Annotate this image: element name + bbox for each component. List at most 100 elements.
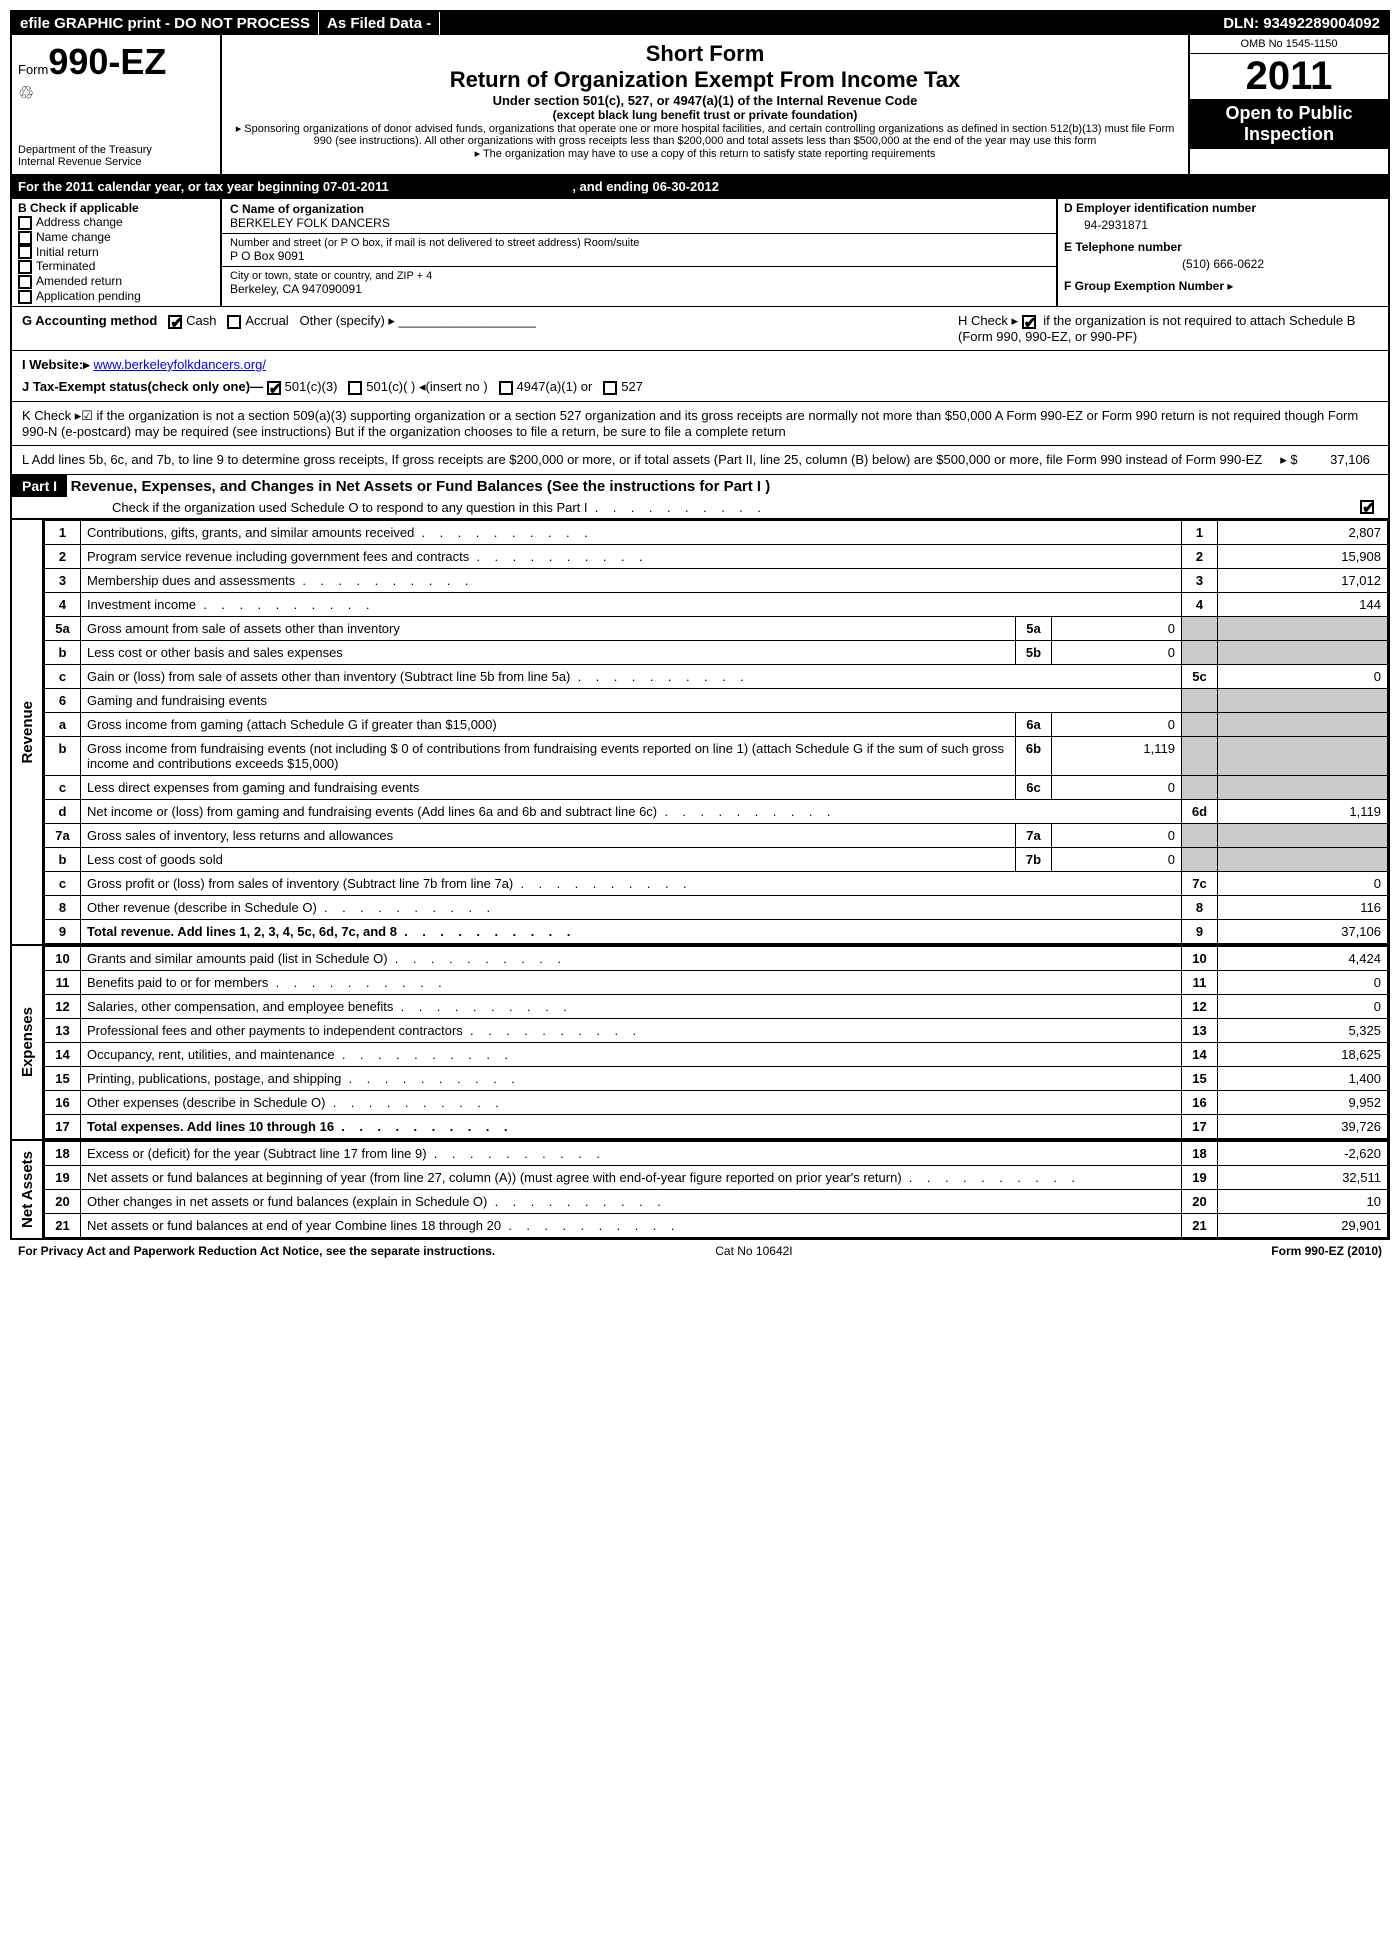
- f-arrow: ▸: [1227, 279, 1233, 293]
- part1-header-row: Part I Revenue, Expenses, and Changes in…: [12, 475, 1388, 520]
- table-row: 3Membership dues and assessments 317,012: [45, 568, 1388, 592]
- checkbox-icon[interactable]: [18, 245, 32, 259]
- footer-right: Form 990-EZ (2010): [1271, 1244, 1382, 1258]
- table-row: 4Investment income 4144: [45, 592, 1388, 616]
- row-g: G Accounting method Cash Accrual Other (…: [12, 307, 1388, 351]
- table-row: bLess cost of goods sold7b0: [45, 847, 1388, 871]
- table-row: 1Contributions, gifts, grants, and simil…: [45, 520, 1388, 544]
- row-a-text2: , and ending 06-30-2012: [572, 179, 719, 194]
- table-row: 16Other expenses (describe in Schedule O…: [45, 1090, 1388, 1114]
- cb-initial: Initial return: [18, 245, 214, 260]
- j-label: J Tax-Exempt status(check only one)—: [22, 379, 263, 394]
- header: Form990-EZ ♲ Department of the Treasury …: [12, 35, 1388, 176]
- col-d: D Employer identification number 94-2931…: [1058, 199, 1388, 306]
- table-row: 8Other revenue (describe in Schedule O) …: [45, 895, 1388, 919]
- website-link[interactable]: www.berkeleyfolkdancers.org/: [93, 357, 266, 372]
- expenses-side-label: Expenses: [19, 1007, 36, 1077]
- table-row: 10Grants and similar amounts paid (list …: [45, 946, 1388, 970]
- revenue-table: 1Contributions, gifts, grants, and simil…: [44, 520, 1388, 944]
- revenue-section: Revenue 1Contributions, gifts, grants, a…: [12, 520, 1388, 944]
- h-label: H Check ▸: [958, 313, 1018, 328]
- part1-badge: Part I: [12, 475, 67, 497]
- checkbox-527-icon[interactable]: [603, 381, 617, 395]
- row-a-text1: For the 2011 calendar year, or tax year …: [18, 179, 389, 194]
- cb-terminated: Terminated: [18, 259, 214, 274]
- dln-label: DLN: 93492289004092: [1215, 12, 1388, 35]
- net-table: 18Excess or (deficit) for the year (Subt…: [44, 1141, 1388, 1238]
- col-c: C Name of organization BERKELEY FOLK DAN…: [222, 199, 1058, 306]
- checkbox-icon[interactable]: [18, 231, 32, 245]
- l-text: L Add lines 5b, 6c, and 7b, to line 9 to…: [22, 452, 1262, 467]
- cb-name: Name change: [18, 230, 214, 245]
- page-footer: For Privacy Act and Paperwork Reduction …: [10, 1240, 1390, 1262]
- g-label: G Accounting method: [22, 313, 157, 328]
- revenue-side-label: Revenue: [19, 701, 36, 764]
- footer-left: For Privacy Act and Paperwork Reduction …: [18, 1244, 495, 1258]
- org-address: P O Box 9091: [230, 249, 1048, 263]
- checkbox-cash-icon[interactable]: [168, 315, 182, 329]
- table-row: 7aGross sales of inventory, less returns…: [45, 823, 1388, 847]
- table-row: 6Gaming and fundraising events: [45, 688, 1388, 712]
- tax-year: 2011: [1190, 54, 1388, 99]
- org-city: Berkeley, CA 947090091: [230, 282, 1048, 296]
- table-row: 19Net assets or fund balances at beginni…: [45, 1165, 1388, 1189]
- table-row: 15Printing, publications, postage, and s…: [45, 1066, 1388, 1090]
- table-row: dNet income or (loss) from gaming and fu…: [45, 799, 1388, 823]
- table-row: 13Professional fees and other payments t…: [45, 1018, 1388, 1042]
- bullet-2: The organization may have to use a copy …: [232, 147, 1178, 160]
- cb-amended: Amended return: [18, 274, 214, 289]
- form-number: 990-EZ: [48, 41, 166, 82]
- irs-label: Internal Revenue Service: [18, 156, 214, 168]
- col-b: B Check if applicable Address change Nam…: [12, 199, 222, 306]
- phone: (510) 666-0622: [1064, 254, 1382, 279]
- table-row: 17Total expenses. Add lines 10 through 1…: [45, 1114, 1388, 1138]
- table-row: cGain or (loss) from sale of assets othe…: [45, 664, 1388, 688]
- checkbox-part1-icon[interactable]: [1360, 500, 1374, 514]
- form-990ez: efile GRAPHIC print - DO NOT PROCESS As …: [10, 10, 1390, 1240]
- table-row: 5aGross amount from sale of assets other…: [45, 616, 1388, 640]
- row-j: J Tax-Exempt status(check only one)— 501…: [12, 373, 1388, 402]
- table-row: 14Occupancy, rent, utilities, and mainte…: [45, 1042, 1388, 1066]
- part1-title: Revenue, Expenses, and Changes in Net As…: [71, 478, 771, 495]
- table-row: bGross income from fundraising events (n…: [45, 736, 1388, 775]
- dept-label: Department of the Treasury: [18, 144, 214, 156]
- e-label: E Telephone number: [1064, 240, 1382, 254]
- table-row: 12Salaries, other compensation, and empl…: [45, 994, 1388, 1018]
- checkbox-icon[interactable]: [18, 216, 32, 230]
- table-row: aGross income from gaming (attach Schedu…: [45, 712, 1388, 736]
- checkbox-501c-icon[interactable]: [348, 381, 362, 395]
- checkbox-icon[interactable]: [18, 275, 32, 289]
- checkbox-icon[interactable]: [18, 260, 32, 274]
- efile-label: efile GRAPHIC print - DO NOT PROCESS: [12, 12, 319, 35]
- header-right: OMB No 1545-1150 2011 Open to Public Ins…: [1188, 35, 1388, 174]
- table-row: 9Total revenue. Add lines 1, 2, 3, 4, 5c…: [45, 919, 1388, 943]
- recycle-icon: ♲: [18, 83, 214, 104]
- asfiled-label: As Filed Data -: [319, 12, 440, 35]
- checkbox-icon[interactable]: [18, 290, 32, 304]
- part1-check-text: Check if the organization used Schedule …: [112, 500, 588, 515]
- org-name: BERKELEY FOLK DANCERS: [230, 216, 1048, 230]
- cb-pending: Application pending: [18, 289, 214, 304]
- h-text: if the organization is not required to a…: [958, 313, 1355, 344]
- table-row: 20Other changes in net assets or fund ba…: [45, 1189, 1388, 1213]
- table-row: cLess direct expenses from gaming and fu…: [45, 775, 1388, 799]
- table-row: bLess cost or other basis and sales expe…: [45, 640, 1388, 664]
- checkbox-h-icon[interactable]: [1022, 315, 1036, 329]
- addr-label: Number and street (or P O box, if mail i…: [230, 237, 1048, 249]
- subtitle-2: (except black lung benefit trust or priv…: [232, 108, 1178, 122]
- expenses-section: Expenses 10Grants and similar amounts pa…: [12, 944, 1388, 1139]
- bullet-1: Sponsoring organizations of donor advise…: [232, 122, 1178, 147]
- header-left: Form990-EZ ♲ Department of the Treasury …: [12, 35, 222, 174]
- subtitle-1: Under section 501(c), 527, or 4947(a)(1)…: [232, 93, 1178, 108]
- checkbox-accrual-icon[interactable]: [227, 315, 241, 329]
- f-label: F Group Exemption Number: [1064, 279, 1224, 293]
- footer-mid: Cat No 10642I: [715, 1244, 792, 1258]
- row-l: L Add lines 5b, 6c, and 7b, to line 9 to…: [12, 446, 1388, 475]
- checkbox-4947-icon[interactable]: [499, 381, 513, 395]
- l-amount: 37,106: [1330, 452, 1370, 467]
- c-label: C Name of organization: [230, 202, 1048, 216]
- row-i: I Website:▸ www.berkeleyfolkdancers.org/: [12, 351, 1388, 373]
- return-title: Return of Organization Exempt From Incom…: [232, 67, 1178, 93]
- checkbox-501c3-icon[interactable]: [267, 381, 281, 395]
- info-block: B Check if applicable Address change Nam…: [12, 199, 1388, 307]
